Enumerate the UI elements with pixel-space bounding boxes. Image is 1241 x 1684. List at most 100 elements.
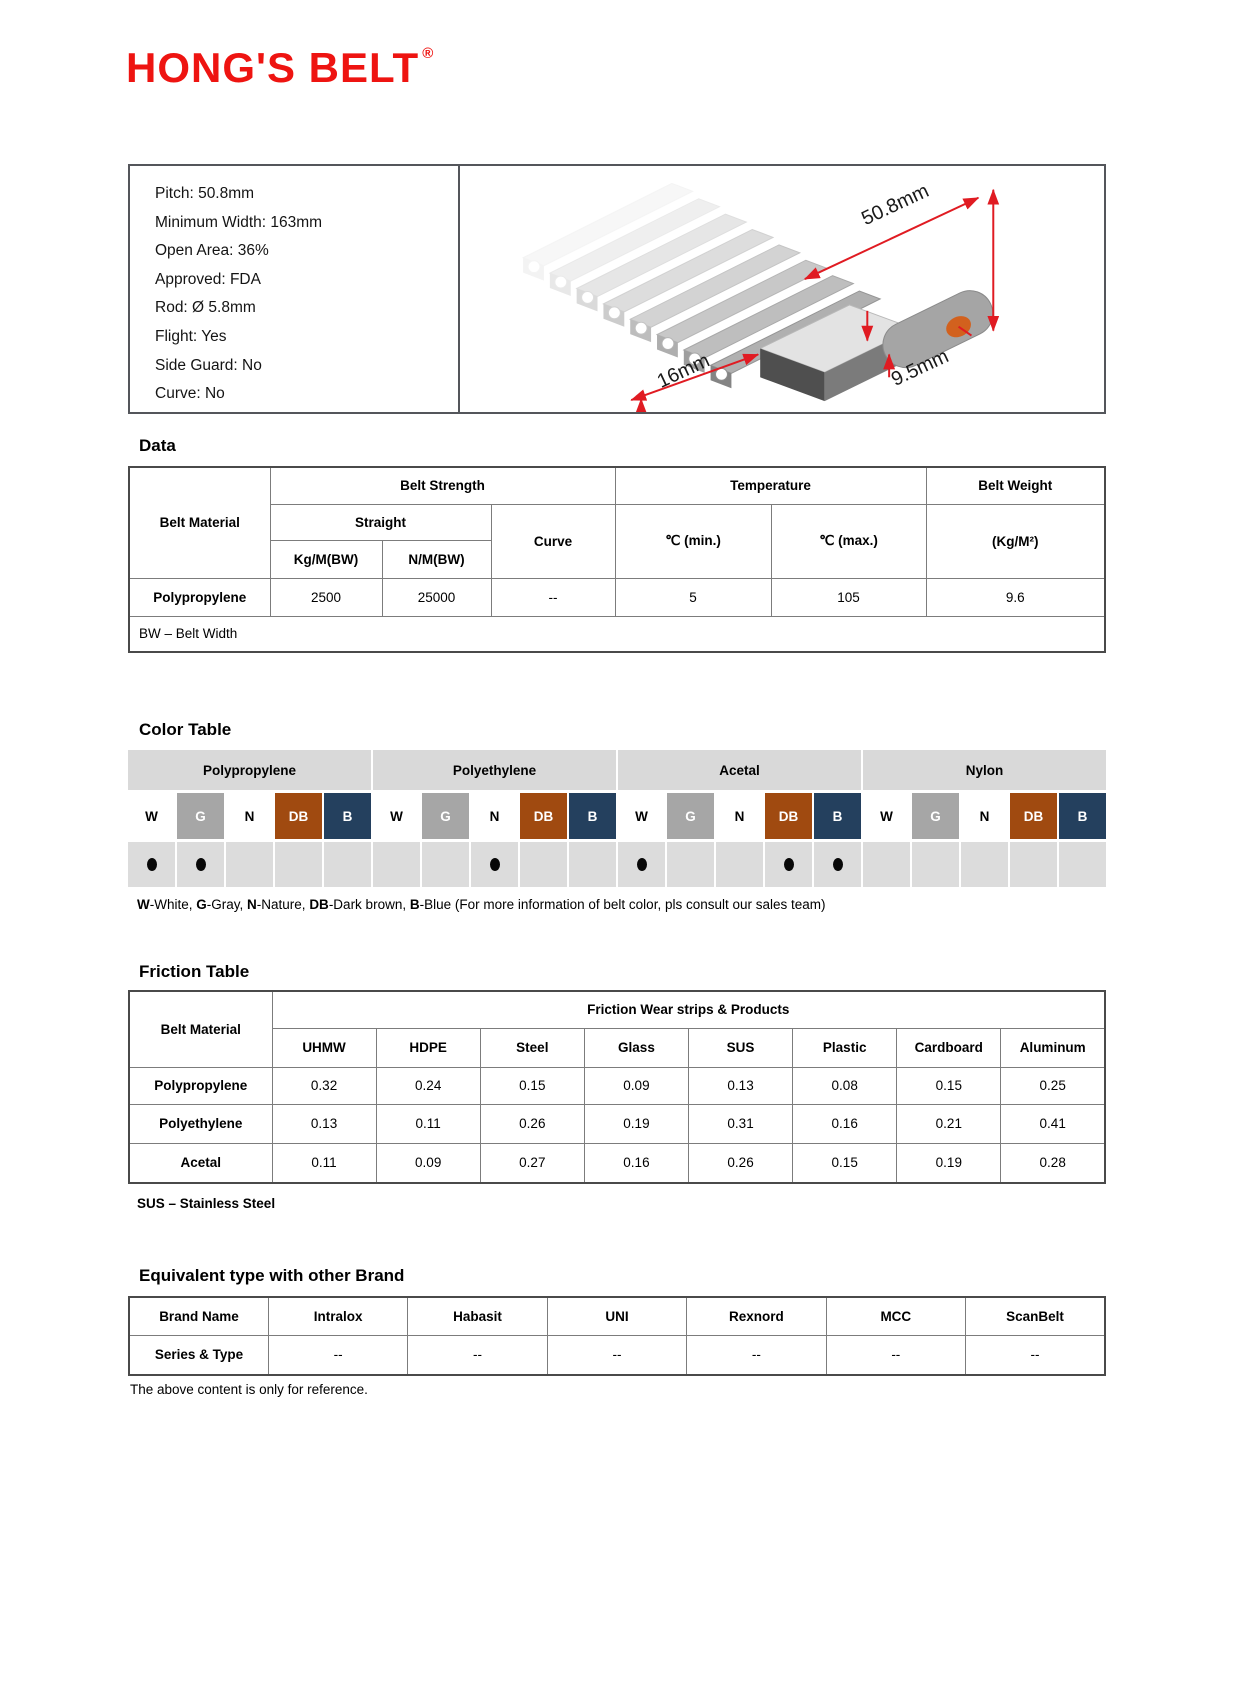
friction-value-cardboard: 0.21 xyxy=(896,1103,1002,1144)
color-availability-polypropylene-w xyxy=(128,842,175,887)
color-availability-acetal-b xyxy=(814,842,861,887)
friction-value-glass: 0.19 xyxy=(583,1103,690,1144)
color-swatch-acetal-b: B xyxy=(814,793,861,839)
color-availability-polyethylene-b xyxy=(569,842,616,887)
dimension-lines xyxy=(630,188,1000,412)
color-availability-polypropylene-db xyxy=(275,842,322,887)
friction-header-group: Friction Wear strips & Products xyxy=(271,990,1106,1029)
data-header-temp-max: ℃ (max.) xyxy=(770,503,927,579)
belt-modules xyxy=(521,182,882,389)
friction-value-plastic: 0.08 xyxy=(792,1066,898,1105)
friction-row-material: Polypropylene xyxy=(128,1066,273,1105)
data-header-belt-weight: Belt Weight xyxy=(925,466,1106,505)
brand-series-value: -- xyxy=(407,1334,548,1376)
registered-mark-icon: ® xyxy=(422,45,435,62)
color-group-acetal: Acetal xyxy=(618,750,861,790)
friction-header-belt-material: Belt Material xyxy=(128,990,273,1068)
data-header-belt-strength: Belt Strength xyxy=(269,466,616,505)
friction-value-sus: 0.26 xyxy=(687,1142,794,1184)
reference-footnote: The above content is only for reference. xyxy=(130,1382,368,1397)
availability-dot xyxy=(195,858,206,871)
friction-value-glass: 0.16 xyxy=(583,1142,690,1184)
friction-value-sus: 0.13 xyxy=(687,1066,794,1105)
data-row-kgm: 2500 xyxy=(269,577,383,617)
data-section-title: Data xyxy=(139,436,176,455)
color-swatch-nylon-b: B xyxy=(1059,793,1106,839)
friction-row-acetal: Acetal 0.11 0.09 0.27 0.16 0.26 0.15 0.19 0.28 xyxy=(128,1142,1106,1184)
color-code-label: G xyxy=(196,897,207,912)
friction-value-uhmw: 0.11 xyxy=(271,1142,377,1184)
color-availability-nylon-g xyxy=(912,842,959,887)
color-note-text: -Gray, xyxy=(206,897,248,912)
spec-line: Pitch: 50.8mm xyxy=(155,185,255,202)
color-availability-polypropylene-b xyxy=(324,842,371,887)
friction-value-uhmw: 0.13 xyxy=(271,1103,377,1144)
availability-dot xyxy=(783,858,794,871)
color-availability-acetal-n xyxy=(716,842,763,887)
data-row-curve: -- xyxy=(490,577,616,617)
color-note-text: -White, xyxy=(149,897,197,912)
friction-value-steel: 0.26 xyxy=(479,1103,585,1144)
color-availability-polyethylene-w xyxy=(373,842,420,887)
spec-line: Open Area: 36% xyxy=(155,242,269,260)
color-swatch-acetal-db: DB xyxy=(765,793,812,839)
color-availability-nylon-db xyxy=(1010,842,1057,887)
friction-table: Belt Material Friction Wear strips & Pro… xyxy=(128,990,1106,1184)
brand-series-value: -- xyxy=(825,1334,967,1376)
color-availability-nylon-b xyxy=(1059,842,1106,887)
friction-value-hdpe: 0.09 xyxy=(375,1142,481,1184)
color-availability-polyethylene-g xyxy=(422,842,469,887)
friction-value-steel: 0.15 xyxy=(479,1066,585,1105)
color-legend-note: W-White, G-Gray, N-Nature, DB-Dark brown… xyxy=(137,897,826,912)
color-swatch-polypropylene-g: G xyxy=(177,793,224,839)
spec-line: Side Guard: No xyxy=(155,356,262,374)
color-note-text: -Nature, xyxy=(256,897,310,912)
friction-header-hdpe: HDPE xyxy=(375,1027,481,1068)
color-availability-acetal-w xyxy=(618,842,665,887)
availability-dot xyxy=(489,858,500,871)
color-swatch-nylon-g: G xyxy=(912,793,959,839)
belt-front-module xyxy=(758,290,994,402)
friction-value-cardboard: 0.15 xyxy=(896,1066,1002,1105)
friction-value-plastic: 0.16 xyxy=(792,1103,898,1144)
color-group-polypropylene: Polypropylene xyxy=(128,750,371,790)
data-header-belt-material: Belt Material xyxy=(128,466,271,579)
spec-line: Flight: Yes xyxy=(155,327,227,345)
availability-dot xyxy=(146,858,157,871)
availability-dot xyxy=(832,858,843,871)
color-note-text: -Blue (For more information of belt colo… xyxy=(419,897,826,912)
friction-header-aluminum: Aluminum xyxy=(1000,1027,1106,1068)
friction-value-steel: 0.27 xyxy=(479,1142,585,1184)
color-group-nylon: Nylon xyxy=(863,750,1106,790)
data-table-footnote: BW – Belt Width xyxy=(128,615,1106,653)
color-table: Polypropylene Polyethylene Acetal Nylon W G N D… xyxy=(128,750,1106,887)
data-header-kgm: Kg/M(BW) xyxy=(269,539,383,579)
spec-box: Pitch: 50.8mm Minimum Width: 163mm Open Ar… xyxy=(128,164,1106,414)
color-group-polyethylene: Polyethylene xyxy=(373,750,616,790)
data-row-temp-max: 105 xyxy=(770,577,927,617)
friction-value-aluminum: 0.41 xyxy=(1000,1103,1106,1144)
color-swatch-polypropylene-w: W xyxy=(128,793,175,839)
color-swatch-polypropylene-n: N xyxy=(226,793,273,839)
color-swatch-polyethylene-db: DB xyxy=(520,793,567,839)
belt-3d-illustration: 50.8mm 16mm 9.5mm xyxy=(521,180,1000,412)
brand-header-mcc: MCC xyxy=(825,1296,967,1336)
color-swatch-acetal-n: N xyxy=(716,793,763,839)
friction-value-aluminum: 0.28 xyxy=(1000,1142,1106,1184)
friction-value-cardboard: 0.19 xyxy=(896,1142,1002,1184)
friction-value-uhmw: 0.32 xyxy=(271,1066,377,1105)
friction-row-material: Polyethylene xyxy=(128,1103,273,1144)
color-swatch-nylon-db: DB xyxy=(1010,793,1057,839)
brand-header-habasit: Habasit xyxy=(407,1296,548,1336)
brand-header-scanbelt: ScanBelt xyxy=(965,1296,1106,1336)
availability-dot xyxy=(636,858,647,871)
friction-value-sus: 0.31 xyxy=(687,1103,794,1144)
friction-header-sus: SUS xyxy=(687,1027,794,1068)
color-code-label: DB xyxy=(309,897,329,912)
data-row-temp-min: 5 xyxy=(614,577,772,617)
color-availability-polyethylene-n xyxy=(471,842,518,887)
friction-header-glass: Glass xyxy=(583,1027,690,1068)
data-header-straight: Straight xyxy=(269,503,492,541)
color-swatch-polyethylene-g: G xyxy=(422,793,469,839)
color-swatch-nylon-w: W xyxy=(863,793,910,839)
